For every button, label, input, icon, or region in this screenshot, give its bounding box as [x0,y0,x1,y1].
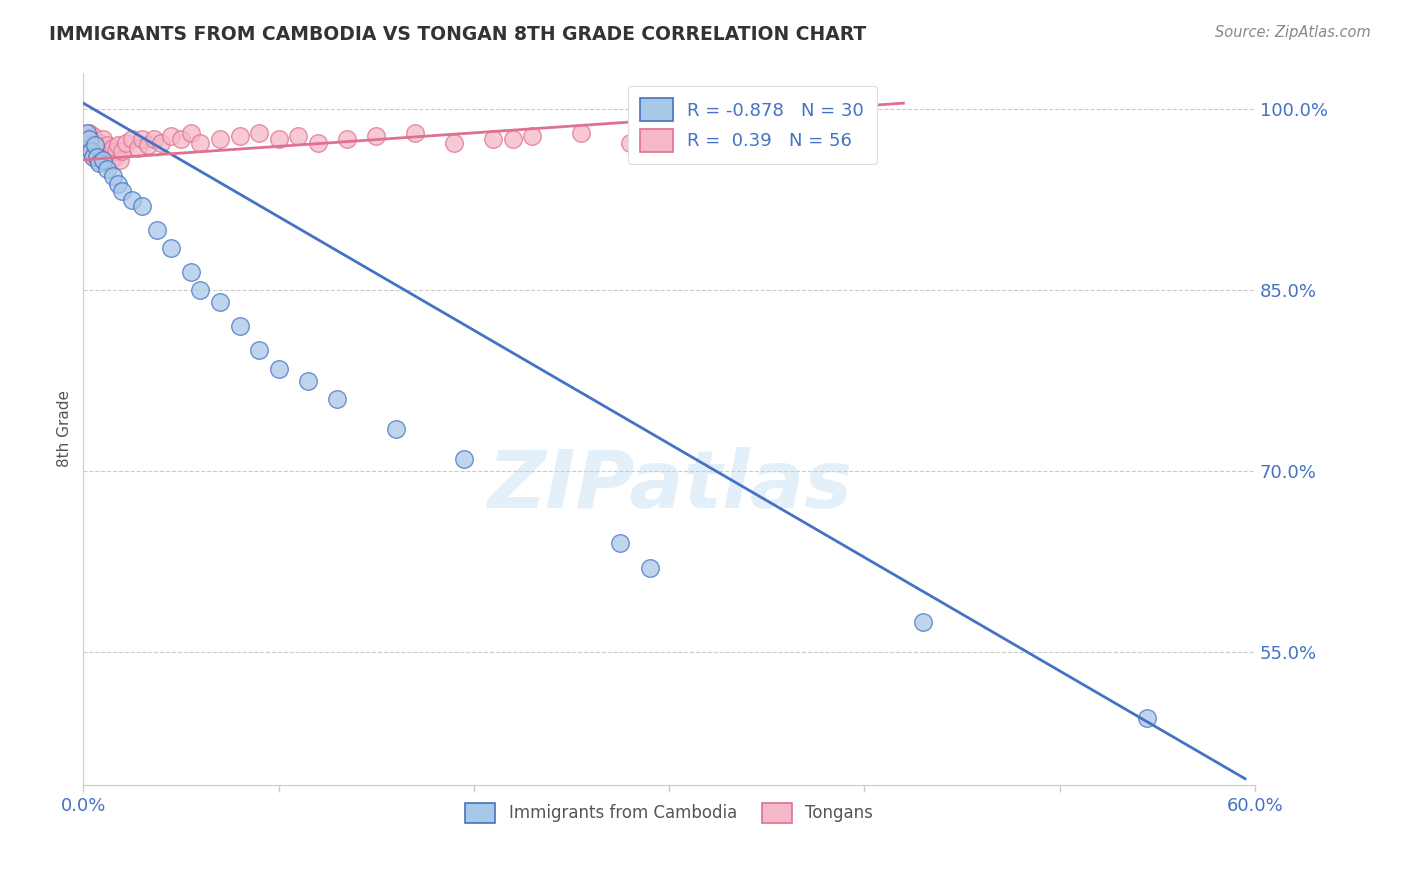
Point [1136,711,1159,725]
Point [94,145,117,159]
Text: Source: ZipAtlas.com: Source: ZipAtlas.com [1215,25,1371,40]
Point [619,136,641,150]
Point [247,126,270,140]
Point [569,126,592,140]
Point [482,132,505,146]
Point [110,153,132,167]
Point [609,536,631,550]
Point [87,136,110,150]
Point [678,132,700,146]
Point [100,153,122,167]
Point [86,150,108,164]
Point [146,223,169,237]
Point [76,136,98,150]
Y-axis label: 8th Grade: 8th Grade [58,391,72,467]
Point [208,295,231,310]
Point [86,145,108,159]
Point [136,138,159,153]
Point [82,150,104,164]
Point [725,136,748,150]
Point [297,374,319,388]
Point [336,132,359,146]
Point [76,126,98,140]
Point [80,145,103,159]
Point [142,132,165,146]
Point [287,128,309,143]
Text: ZIPatlas: ZIPatlas [486,447,852,524]
Point [794,126,817,140]
Text: IMMIGRANTS FROM CAMBODIA VS TONGAN 8TH GRADE CORRELATION CHART: IMMIGRANTS FROM CAMBODIA VS TONGAN 8TH G… [49,25,866,44]
Point [735,128,758,143]
Point [86,153,108,167]
Point [115,136,138,150]
Point [107,138,129,153]
Point [97,148,120,162]
Point [404,126,426,140]
Point [84,135,107,149]
Legend: Immigrants from Cambodia, Tongans: Immigrants from Cambodia, Tongans [458,797,880,830]
Point [384,422,406,436]
Point [90,141,112,155]
Point [228,128,250,143]
Point [105,145,128,159]
Point [160,241,183,255]
Point [101,169,124,183]
Point [326,392,349,406]
Point [170,132,193,146]
Point [87,150,110,164]
Point [111,145,134,159]
Point [190,283,212,297]
Point [208,132,231,146]
Point [87,156,110,170]
Point [247,343,270,358]
Point [911,615,934,629]
Point [82,148,104,162]
Point [121,132,143,146]
Point [131,132,153,146]
Point [103,150,125,164]
Point [96,156,118,170]
Point [96,162,118,177]
Point [101,141,124,155]
Point [502,132,524,146]
Point [443,136,465,150]
Point [228,319,250,334]
Point [453,452,475,467]
Point [190,136,212,150]
Point [91,153,114,167]
Point [127,141,149,155]
Point [75,132,97,146]
Point [131,199,153,213]
Point [150,136,173,150]
Point [77,126,100,140]
Point [84,138,107,153]
Point [267,132,290,146]
Point [77,132,100,146]
Point [522,128,544,143]
Point [91,153,114,167]
Point [638,560,661,574]
Point [80,138,103,153]
Point [96,138,118,153]
Point [107,177,129,191]
Point [180,265,202,279]
Point [91,132,114,146]
Point [111,184,134,198]
Point [160,128,183,143]
Point [267,361,290,376]
Point [77,141,100,155]
Point [307,136,329,150]
Point [366,128,388,143]
Point [82,128,104,143]
Point [121,193,143,207]
Point [180,126,202,140]
